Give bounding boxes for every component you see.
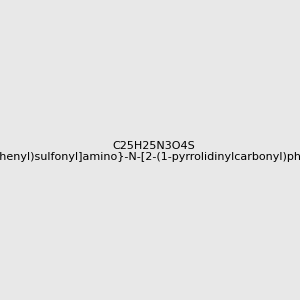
Text: C25H25N3O4S
4-{[(4-methylphenyl)sulfonyl]amino}-N-[2-(1-pyrrolidinylcarbonyl)phe: C25H25N3O4S 4-{[(4-methylphenyl)sulfonyl… <box>0 141 300 162</box>
